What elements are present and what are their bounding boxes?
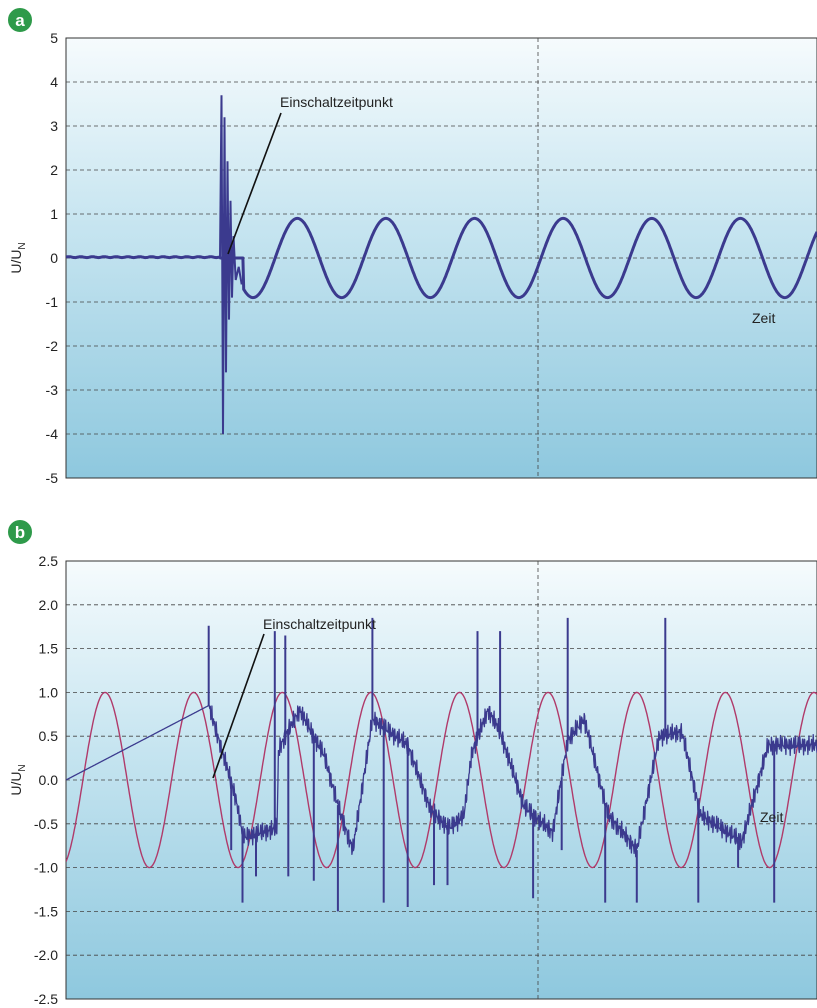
panel-a-y-tick-label: -3 [46, 382, 59, 398]
panel-b-y-tick-label: -2.0 [34, 947, 58, 963]
panel-a-voltage-series [66, 216, 817, 300]
panel-b-transient-spikes [207, 617, 776, 912]
panel-a-y-tick-label: 5 [50, 30, 58, 46]
panel-a-y-tick-label: 0 [50, 250, 58, 266]
panel-a-y-tick-label: 3 [50, 118, 58, 134]
panel-a-y-tick-label: -1 [46, 294, 59, 310]
panel-a-grid [66, 38, 817, 478]
panel-b-y-tick-label: -1.0 [34, 860, 58, 876]
panel-a-label: a [15, 11, 25, 30]
panel-b-y-tick-label: 2.0 [39, 597, 59, 613]
panel-b-grid [66, 561, 817, 999]
panel-b-badge: b [6, 518, 34, 546]
panel-b-y-tick-label: -2.5 [34, 991, 58, 1007]
panel-b-x-axis-label: Zeit [760, 809, 783, 825]
panel-b-y-tick-label: 0.5 [39, 728, 59, 744]
panel-a-x-axis-label: Zeit [752, 310, 775, 326]
panel-a-y-ticks: 5 4 3 2 1 0 -1 -2 -3 -4 -5 [46, 30, 59, 486]
panel-b-annotation: Einschaltzeitpunkt [263, 616, 376, 632]
panel-b-y-tick-label: -0.5 [34, 816, 58, 832]
panel-b-measured-series [66, 704, 817, 858]
panel-a-transient-spikes [219, 95, 243, 435]
panel-a-annotation-leader [227, 112, 282, 255]
panel-b: b 2.5 2.0 1.5 1.0 0.5 0.0 -0.5 -1.0 -1.5 -2.0 -2.5… [6, 518, 817, 1007]
panel-b-y-tick-label: 1.5 [39, 641, 59, 657]
panel-b-y-tick-label: 0.0 [39, 772, 59, 788]
panel-a-y-tick-label: 1 [50, 206, 58, 222]
panel-b-y-tick-label: 2.5 [39, 553, 59, 569]
panel-a-y-tick-label: -5 [46, 470, 59, 486]
panel-a-y-tick-label: 2 [50, 162, 58, 178]
panel-a-y-tick-label: -2 [46, 338, 59, 354]
panel-a-y-axis-label: U/UN [8, 242, 28, 273]
panel-b-y-tick-label: -1.5 [34, 903, 58, 919]
panel-b-annotation-leader [212, 633, 265, 779]
panel-b-y-ticks: 2.5 2.0 1.5 1.0 0.5 0.0 -0.5 -1.0 -1.5 -2.0 -2.5 [34, 553, 58, 1007]
panel-b-reference-sine [66, 691, 817, 869]
panel-a-y-tick-label: 4 [50, 74, 58, 90]
panel-a-annotation: Einschaltzeitpunkt [280, 94, 393, 110]
panel-b-y-tick-label: 1.0 [39, 684, 59, 700]
panel-a: a 5 4 3 2 1 0 -1 -2 -3 -4 -5 U/UN Einschaltzeitpun… [6, 6, 817, 486]
panel-a-y-tick-label: -4 [46, 426, 59, 442]
panel-b-y-axis-label: U/UN [8, 764, 28, 795]
panel-a-badge: a [6, 6, 34, 34]
panel-b-label: b [15, 523, 25, 542]
